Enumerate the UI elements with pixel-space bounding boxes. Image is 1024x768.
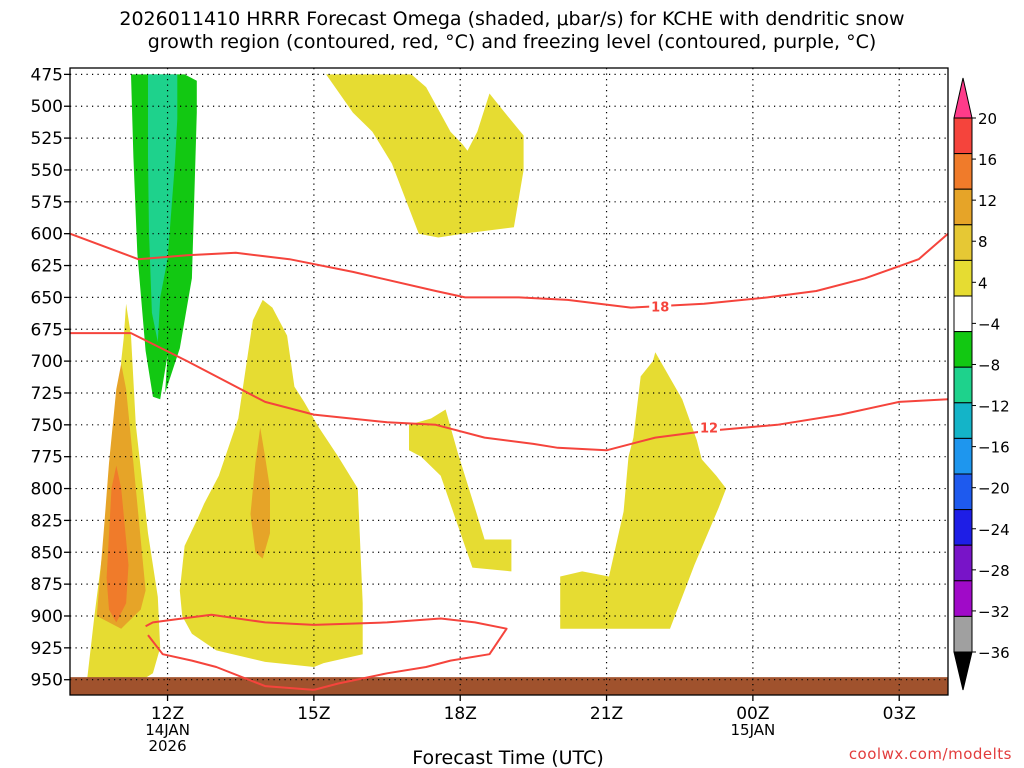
colorbar-label: −24 bbox=[978, 521, 1010, 539]
x-tick-label: 00Z bbox=[736, 704, 769, 724]
x-axis-label: Forecast Time (UTC) bbox=[412, 747, 603, 768]
contour-label: 18 bbox=[651, 300, 669, 315]
colorbar-label: 20 bbox=[978, 110, 997, 128]
x-tick-label: 2026 bbox=[148, 737, 186, 755]
ground-surface bbox=[70, 677, 948, 695]
colorbar-box bbox=[953, 580, 973, 617]
x-tick-label: 15JAN bbox=[731, 721, 776, 739]
colorbar-label: −12 bbox=[978, 398, 1010, 416]
y-tick-label: 950 bbox=[31, 671, 63, 691]
x-tick-label: 14JAN bbox=[145, 721, 190, 739]
colorbar-label: 8 bbox=[978, 233, 988, 251]
y-tick-label: 925 bbox=[31, 639, 63, 659]
colorbar-label: −36 bbox=[978, 644, 1010, 662]
contour-label-bg bbox=[649, 299, 672, 314]
colorbar-box bbox=[953, 259, 973, 297]
y-tick-label: 725 bbox=[31, 384, 63, 404]
colorbar-label: −8 bbox=[978, 356, 1000, 374]
y-tick-label: 700 bbox=[31, 352, 63, 372]
upward-omega-cell-18z bbox=[409, 409, 512, 572]
y-tick-label: 875 bbox=[31, 575, 63, 595]
chart-title-line-1: 2026011410 HRRR Forecast Omega (shaded, … bbox=[119, 8, 905, 30]
colorbar-box bbox=[953, 509, 973, 546]
colorbar-box bbox=[953, 544, 973, 582]
contour-label: 12 bbox=[700, 421, 718, 436]
colorbar-box bbox=[953, 402, 973, 439]
colorbar-box bbox=[953, 473, 973, 511]
upward-omega-band-2-core bbox=[250, 427, 270, 559]
colorbar-box bbox=[953, 331, 973, 368]
y-tick-label: 775 bbox=[31, 448, 63, 468]
colorbar-label: −20 bbox=[978, 480, 1010, 498]
colorbar-box bbox=[953, 153, 973, 190]
y-tick-label: 625 bbox=[31, 257, 63, 277]
colorbar-box bbox=[953, 295, 973, 333]
source-credit: coolwx.com/modelts bbox=[848, 745, 1012, 763]
x-tick-label: 21Z bbox=[590, 704, 623, 724]
contour-line-12 bbox=[70, 332, 949, 452]
contour-line-18 bbox=[69, 232, 949, 309]
colorbar-label: −28 bbox=[978, 562, 1010, 580]
ground-layer bbox=[70, 677, 948, 695]
colorbar-box bbox=[953, 366, 973, 404]
colorbar-label: 16 bbox=[978, 151, 997, 169]
colorbar-label: 12 bbox=[978, 192, 997, 210]
contour-line-dgz-2 bbox=[145, 613, 508, 691]
y-tick-label: 825 bbox=[31, 511, 63, 531]
y-tick-label: 850 bbox=[31, 543, 63, 563]
axes-layer: 475 500 525 550 575 600 625 650 675 700 725 750 775 8… bbox=[31, 65, 949, 755]
colorbar-box bbox=[953, 188, 973, 226]
colorbar-max-arrow bbox=[953, 77, 973, 119]
y-tick-label: 900 bbox=[31, 607, 63, 627]
colorbar-box bbox=[953, 437, 973, 475]
grid-layer bbox=[70, 68, 948, 695]
colorbar-label: −4 bbox=[978, 315, 1000, 333]
y-tick-label: 800 bbox=[31, 480, 63, 500]
y-tick-label: 675 bbox=[31, 320, 63, 340]
x-tick-label: 18Z bbox=[444, 704, 477, 724]
y-tick-label: 525 bbox=[31, 129, 63, 149]
colorbar-box bbox=[953, 117, 973, 155]
colorbar: 20 16 12 8 4 −4 −8 −12 −16 −20 −24 −28 −32 −36 bbox=[953, 77, 1010, 691]
x-tick-label: 03Z bbox=[883, 704, 916, 724]
upward-omega-band-1-max bbox=[106, 465, 129, 623]
y-tick-label: 500 bbox=[31, 97, 63, 117]
chart-title-line-2: growth region (contoured, red, °C) and f… bbox=[147, 31, 877, 53]
y-tick-label: 475 bbox=[31, 65, 63, 85]
x-tick-label: 15Z bbox=[297, 704, 330, 724]
downward-omega-column-core bbox=[148, 74, 178, 343]
y-tick-label: 750 bbox=[31, 416, 63, 436]
upward-omega-upper bbox=[326, 74, 524, 238]
colorbar-min-arrow bbox=[953, 651, 973, 691]
upward-omega-band-2 bbox=[179, 299, 363, 667]
colorbar-label: −32 bbox=[978, 603, 1010, 621]
y-tick-label: 550 bbox=[31, 161, 63, 181]
y-tick-label: 575 bbox=[31, 193, 63, 213]
y-tick-label: 600 bbox=[31, 225, 63, 245]
contour-label-bg bbox=[697, 420, 720, 435]
plot-frame bbox=[69, 67, 949, 696]
colorbar-label: 4 bbox=[978, 274, 988, 292]
shaded-omega-layer bbox=[87, 74, 727, 690]
upward-omega-cell-22z bbox=[560, 352, 727, 629]
y-tick-label: 650 bbox=[31, 288, 63, 308]
colorbar-label: −16 bbox=[978, 439, 1010, 457]
colorbar-box bbox=[953, 615, 973, 653]
colorbar-box bbox=[953, 224, 973, 261]
x-tick-label: 12Z bbox=[151, 704, 184, 724]
